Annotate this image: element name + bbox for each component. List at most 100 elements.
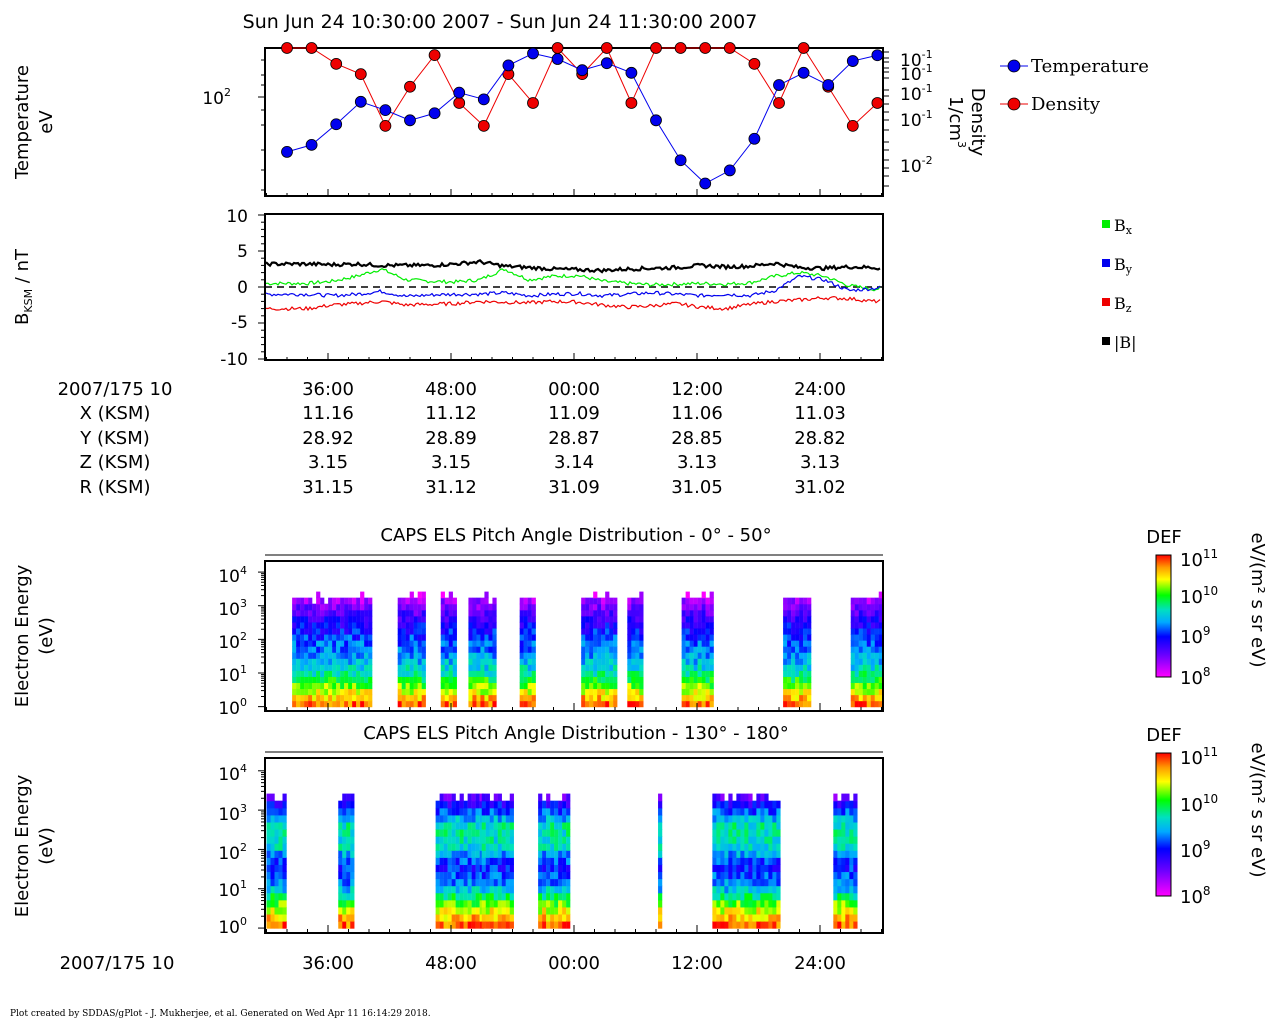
spectrogram-cell <box>356 694 361 702</box>
spectrogram-cell <box>764 913 769 922</box>
spectrogram-cell <box>492 658 497 665</box>
spectrogram-cell <box>493 843 498 851</box>
spectrogram-cell <box>397 670 402 677</box>
spectrogram-cell <box>764 892 769 901</box>
spectrogram-cell <box>776 850 781 858</box>
spectrogram-cell <box>712 807 717 816</box>
spectrogram-cell <box>693 627 698 635</box>
spectrogram-cell <box>833 800 838 809</box>
spectrogram-cell <box>748 836 753 844</box>
spectrogram-cell <box>467 807 472 816</box>
temperature-point <box>797 66 810 79</box>
spectrogram-cell <box>440 694 445 702</box>
density-tick-label: 10-1 <box>900 82 933 105</box>
spectrogram-cell <box>320 597 325 605</box>
spectrogram-cell <box>850 688 855 696</box>
spectrogram-cell <box>332 627 337 635</box>
spectrogram-cell <box>296 700 301 708</box>
spectrogram-cell <box>467 878 472 887</box>
spectrogram-cell <box>597 694 602 702</box>
spectrogram-cell <box>364 597 369 605</box>
spectrogram-cell <box>635 676 640 684</box>
spectrogram-cell <box>447 800 452 809</box>
spectrogram-cell <box>546 871 551 880</box>
spectrogram-cell <box>562 871 567 880</box>
spectrogram-cell <box>417 676 422 684</box>
spectrogram-cell <box>720 814 725 823</box>
spectrogram-cell <box>693 603 698 611</box>
spectrogram-cell <box>455 814 460 823</box>
spectrogram-cell <box>480 603 485 611</box>
spectrogram-cell <box>452 682 457 690</box>
spectrogram-cell <box>605 682 610 690</box>
spectrogram-cell <box>841 857 846 865</box>
spectrogram-cell <box>467 793 472 802</box>
spectrogram-cell <box>527 603 532 611</box>
spectrogram-cell <box>776 843 781 851</box>
spectrogram-cell <box>593 688 598 696</box>
spectrogram-cell <box>509 871 514 880</box>
spectrogram-cell <box>476 603 481 611</box>
spectrogram-cell <box>752 864 757 873</box>
spectrogram-cell <box>292 688 297 696</box>
spectrogram-cell <box>609 640 614 647</box>
spectrogram-cell <box>346 800 351 809</box>
spectrogram-cell <box>542 885 547 894</box>
spectrogram-cell <box>681 694 686 702</box>
spectrogram-cell <box>417 694 422 702</box>
spectrogram-cell <box>609 682 614 690</box>
spectrogram-cell <box>346 864 351 873</box>
spectrogram-cell <box>631 603 636 611</box>
spectrogram-cell <box>459 913 464 922</box>
spectrogram-cell <box>444 652 449 659</box>
spectrogram-cell <box>356 597 361 605</box>
spectrogram-cell <box>752 843 757 851</box>
spectrogram-cell <box>300 615 305 623</box>
spectrogram-cell <box>597 597 602 605</box>
spectrogram-cell <box>342 828 347 837</box>
spectrogram-cell <box>413 627 418 635</box>
spectrogram-cell <box>728 793 733 802</box>
spectrogram-cell <box>448 597 453 605</box>
spectrogram-cell <box>324 700 329 708</box>
spectrogram-cell <box>338 814 343 823</box>
spectrogram-cell <box>413 658 418 665</box>
spectrogram-cell <box>397 676 402 684</box>
spectrogram-cell <box>338 836 343 844</box>
spectrogram-cell <box>324 646 329 653</box>
spectrogram-cell <box>720 850 725 858</box>
spectrogram-cell <box>340 621 345 629</box>
spectrogram-cell <box>558 821 563 830</box>
spectrogram-cell <box>455 899 460 908</box>
spectrogram-cell <box>480 700 485 708</box>
spectrogram-cell <box>266 885 271 894</box>
spectrogram-cell <box>348 688 353 696</box>
spectrogram-cell <box>627 652 632 659</box>
spectrogram-cell <box>748 793 753 802</box>
spectrogram-cell <box>421 670 426 677</box>
spectrogram-cell <box>479 800 484 809</box>
spectrogram-cell <box>613 688 618 696</box>
spectrogram-cell <box>484 694 489 702</box>
spectrogram-cell <box>440 700 445 708</box>
spectrogram-cell <box>435 836 440 844</box>
spectrogram-cell <box>360 627 365 635</box>
spectrogram-cell <box>878 676 883 684</box>
spectrogram-cell <box>471 800 476 809</box>
spectrogram-cell <box>444 646 449 653</box>
spectrogram-cell <box>270 892 275 901</box>
spectrogram-cell <box>443 814 448 823</box>
spectrogram-cell <box>447 864 452 873</box>
spectrogram-cell <box>833 920 838 929</box>
energy-tick-label: 101 <box>218 663 247 686</box>
spectrogram-cell <box>401 700 406 708</box>
spectrogram-cell <box>308 621 313 629</box>
spectrogram-cell <box>471 913 476 922</box>
spectrogram-cell <box>266 814 271 823</box>
spectrogram-cell <box>744 814 749 823</box>
spectrogram-cell <box>768 857 773 865</box>
spectrogram-cell <box>787 597 792 605</box>
spectrogram-cell <box>862 694 867 702</box>
spectrogram-cell <box>581 621 586 629</box>
spectrogram-cell <box>689 700 694 708</box>
